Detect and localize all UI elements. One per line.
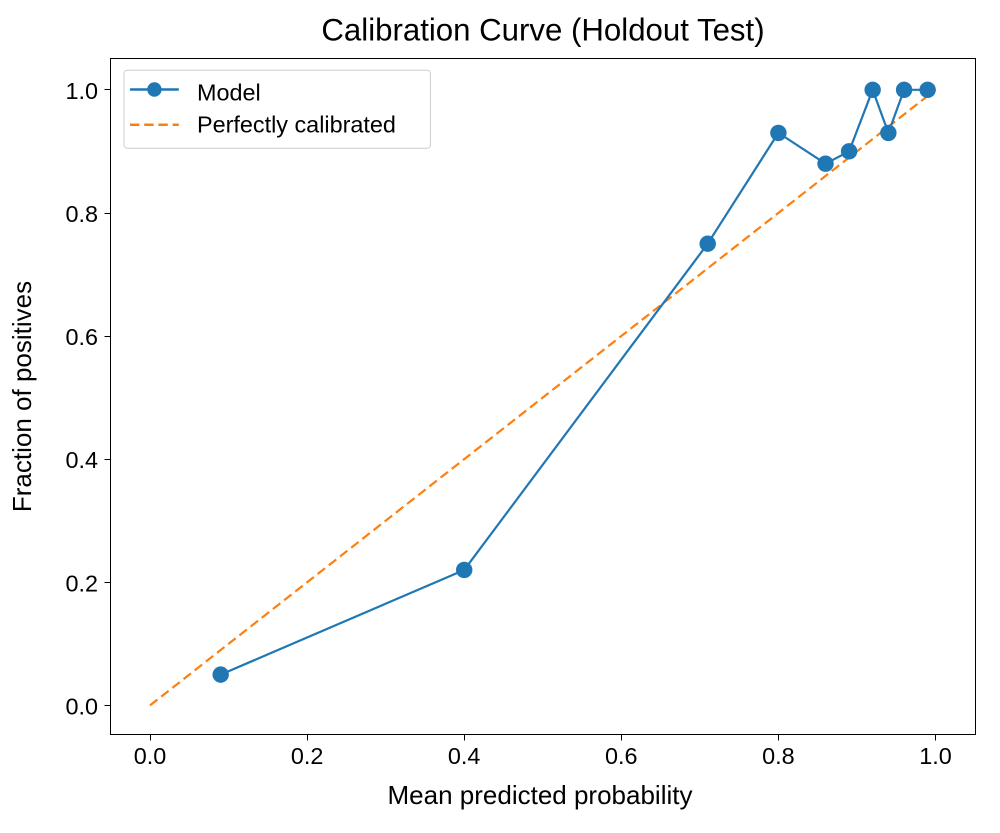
- svg-text:0.0: 0.0: [134, 743, 167, 769]
- svg-text:0.4: 0.4: [448, 743, 481, 769]
- svg-text:0.6: 0.6: [605, 743, 638, 769]
- svg-text:0.2: 0.2: [65, 570, 98, 596]
- svg-text:Fraction of positives: Fraction of positives: [7, 281, 37, 512]
- svg-text:0.8: 0.8: [762, 743, 795, 769]
- svg-text:Calibration Curve (Holdout Tes: Calibration Curve (Holdout Test): [321, 12, 764, 47]
- svg-text:0.0: 0.0: [65, 693, 98, 719]
- svg-text:Perfectly calibrated: Perfectly calibrated: [197, 111, 396, 137]
- svg-text:Model: Model: [197, 79, 261, 105]
- svg-text:Mean predicted probability: Mean predicted probability: [388, 780, 693, 810]
- svg-text:0.2: 0.2: [291, 743, 324, 769]
- svg-text:1.0: 1.0: [65, 78, 98, 104]
- svg-text:1.0: 1.0: [919, 743, 952, 769]
- svg-text:0.4: 0.4: [65, 447, 98, 473]
- svg-text:0.6: 0.6: [65, 324, 98, 350]
- svg-text:0.8: 0.8: [65, 201, 98, 227]
